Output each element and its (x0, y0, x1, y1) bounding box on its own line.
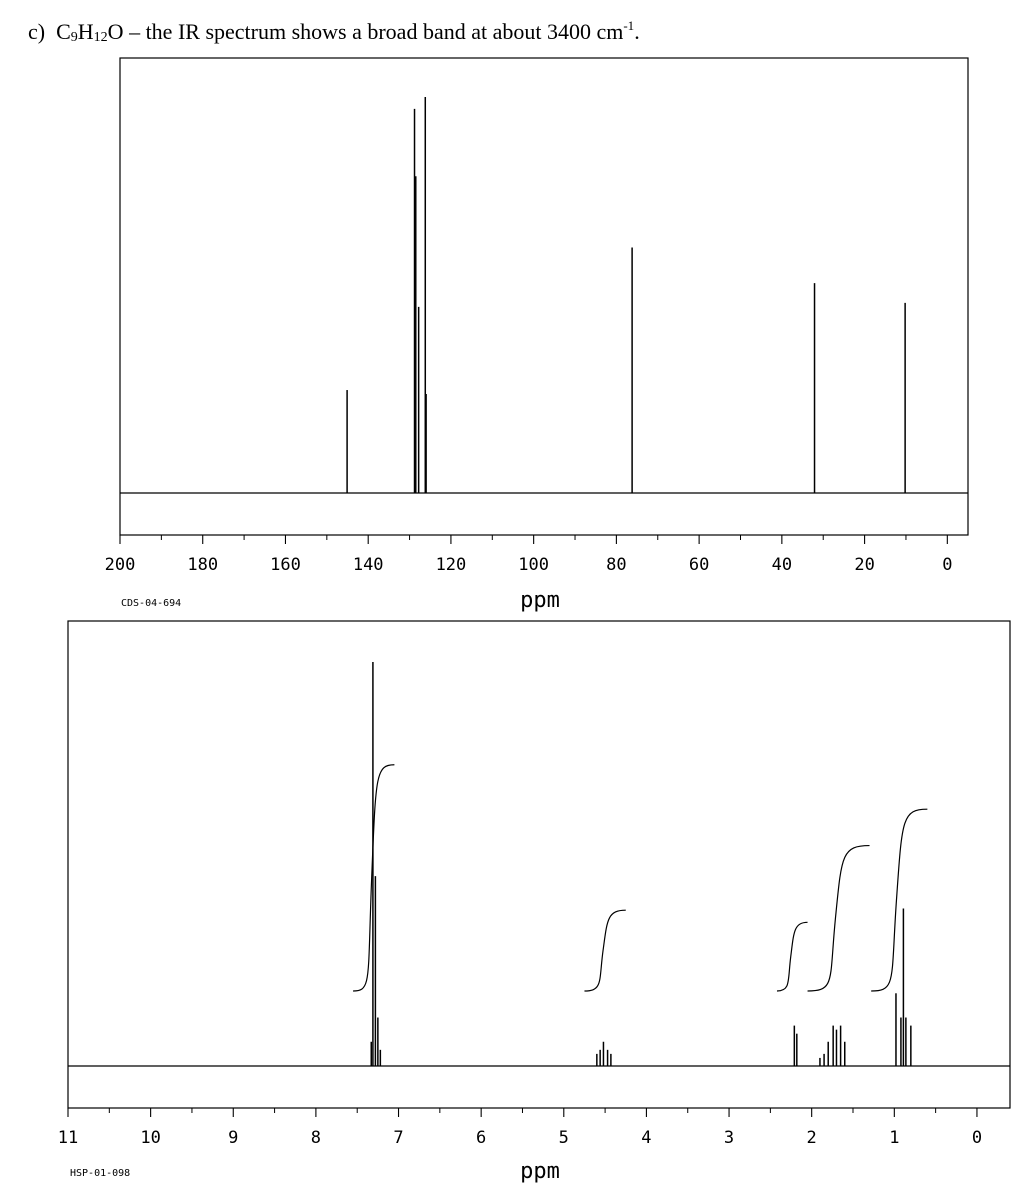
h1-integration-curve (776, 921, 808, 992)
c13-tick-label: 0 (942, 555, 952, 575)
h1-tick-label: 9 (228, 1128, 238, 1148)
c13-tick-label: 20 (854, 555, 874, 575)
question-label: c) (28, 19, 46, 44)
h1-xaxis-label: ppm (520, 1159, 560, 1184)
h1-plot-frame (67, 620, 1011, 1109)
h1-tick-label: 8 (311, 1128, 321, 1148)
h1-tick-label: 4 (641, 1128, 651, 1148)
c13-tick-label: 160 (270, 555, 301, 575)
h1-tick-label: 5 (559, 1128, 569, 1148)
h1-integration-curve (353, 764, 395, 992)
h1-tick-label: 6 (476, 1128, 486, 1148)
h1-integration-curve (807, 844, 870, 992)
c13-plot-frame (119, 57, 969, 536)
c13-tick-label: 100 (518, 555, 549, 575)
h1-nmr-spectrum: HSP-01-098 ppm 11 10 9 8 7 6 5 4 3 2 1 0 (58, 620, 1011, 1184)
h1-integration-curve (584, 909, 626, 992)
c13-tick-label: 180 (187, 555, 218, 575)
c13-tick-label: 120 (436, 555, 467, 575)
h1-tick-label: 0 (972, 1128, 982, 1148)
question-text: c) C9H12O – the IR spectrum shows a broa… (28, 18, 640, 45)
h1-tick-label: 7 (393, 1128, 403, 1148)
h1-integration-curve (871, 808, 928, 992)
h1-tick-label: 10 (140, 1128, 160, 1148)
c13-code-label: CDS-04-694 (121, 598, 181, 609)
h1-tick-label: 2 (807, 1128, 817, 1148)
h1-tick-label: 1 (889, 1128, 899, 1148)
h1-code-label: HSP-01-098 (70, 1168, 130, 1179)
c13-tick-label: 60 (689, 555, 709, 575)
h1-tick-label: 3 (724, 1128, 734, 1148)
molecular-formula: C9H12O (56, 19, 124, 45)
c13-nmr-spectrum: CDS-04-694 ppm 200 180 160 140 120 100 80 60 40 2… (105, 57, 969, 613)
c13-tick-label: 140 (353, 555, 384, 575)
c13-tick-label: 80 (606, 555, 626, 575)
question-superscript: -1 (623, 18, 635, 33)
c13-tick-label: 40 (772, 555, 792, 575)
question-body: – the IR spectrum shows a broad band at … (123, 19, 624, 44)
c13-xaxis-label: ppm (520, 588, 560, 613)
h1-tick-label: 11 (58, 1128, 78, 1148)
c13-tick-label: 200 (105, 555, 136, 575)
